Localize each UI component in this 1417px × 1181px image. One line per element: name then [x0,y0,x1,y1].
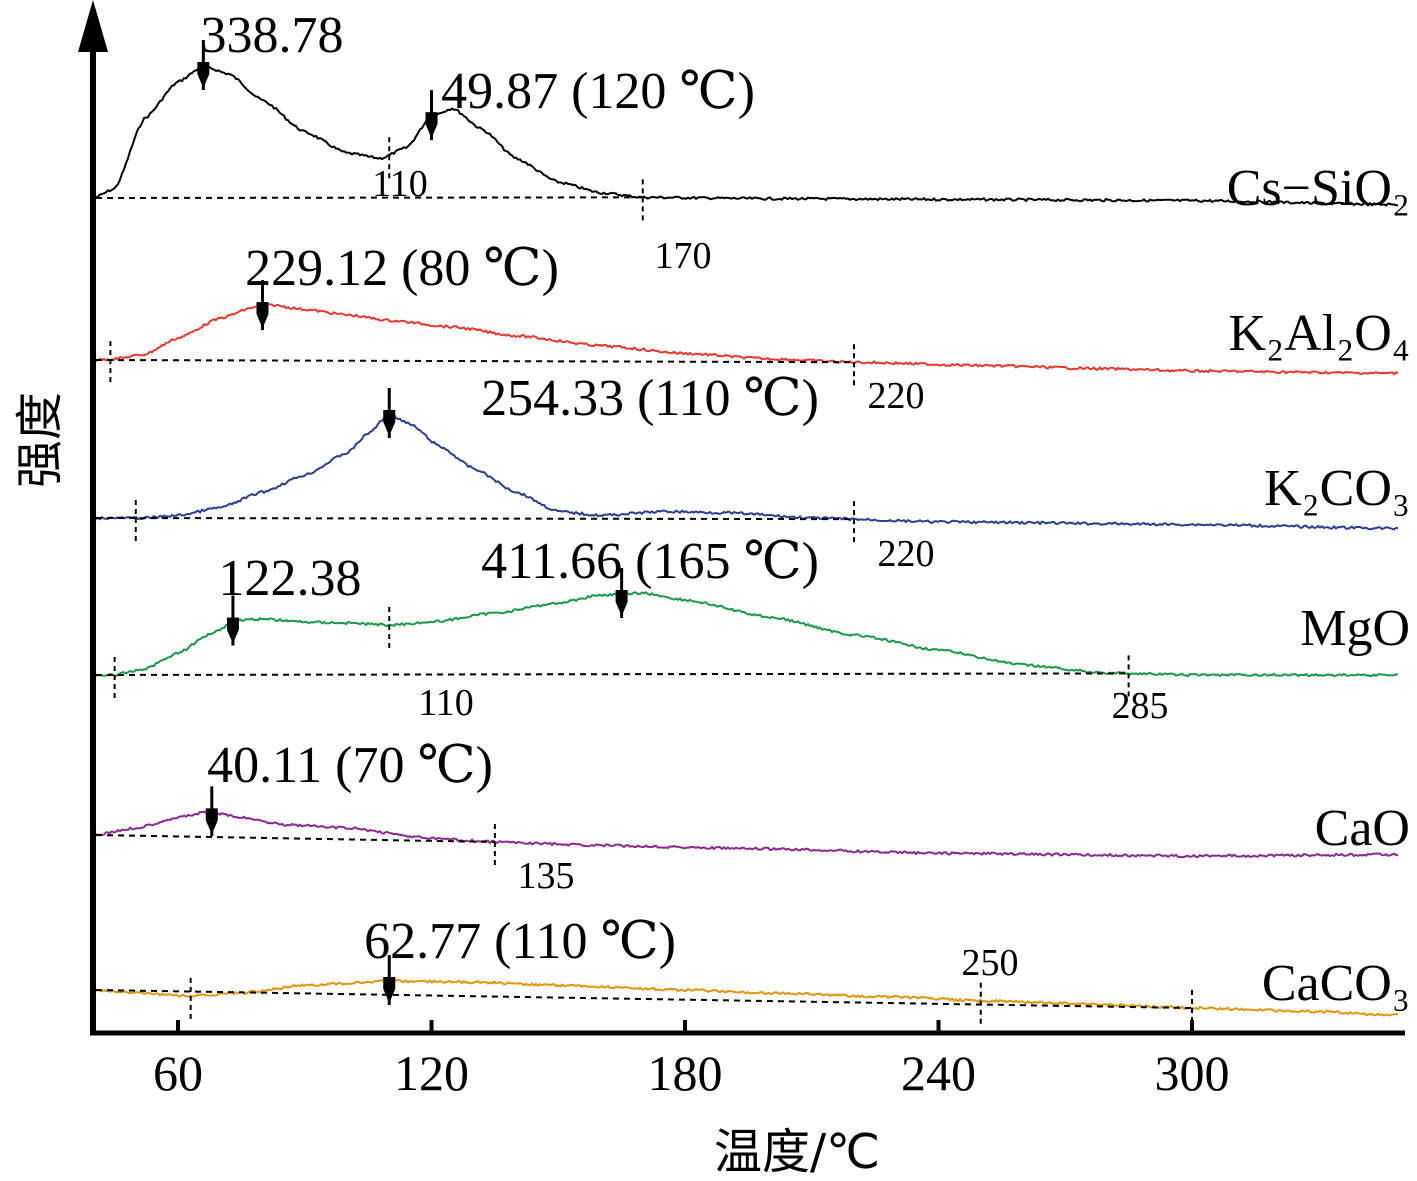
series-Cs-SiO2: 110 170 338.78 49.87 (120 ℃) Cs−SiO₂ [95,7,1410,277]
peak-label: 229.12 (80 ℃) [245,240,559,297]
peak-label: 49.87 (120 ℃) [441,63,755,120]
peak-arrowhead [383,422,396,436]
x-tick-label: 240 [901,1045,976,1101]
bound-label: 135 [518,855,575,897]
peak-arrowhead [256,314,269,329]
peak-label: 62.77 (110 ℃) [364,913,676,970]
peak-marker [205,808,218,821]
peak-label: 254.33 (110 ℃) [481,370,819,427]
peak-label: 411.66 (165 ℃) [481,533,819,590]
series-name-label: K₂CO₃ [1264,460,1410,517]
series-name-label: Cs−SiO₂ [1227,160,1410,217]
peak-marker [425,112,438,125]
x-tick-label: 120 [394,1045,469,1101]
baseline-dashed [95,196,643,199]
peak-arrowhead [226,629,239,644]
series-name-label: CaCO₃ [1262,955,1410,1012]
peak-arrowhead [205,820,218,835]
x-tick-label: 60 [153,1045,203,1101]
series-name-label: CaO [1315,800,1410,857]
bound-label: 250 [962,942,1019,984]
peak-arrowhead [615,602,628,616]
series-CaO: 135 40.11 (70 ℃) CaO [95,737,1410,897]
baseline-dashed [95,517,855,521]
series-line [95,413,1398,531]
series-layer: 110 170 338.78 49.87 (120 ℃) Cs−SiO₂ 220 229.1… [95,7,1411,1034]
series-line [95,303,1399,376]
series-CaCO3: 250 62.77 (110 ℃) CaCO₃ [95,913,1410,1034]
peak-marker [226,617,239,630]
bound-label: 110 [418,682,474,724]
peak-marker [383,977,396,989]
x-ticks: 60 120 180 240 300 [153,1020,1230,1101]
baseline-dashed [95,359,855,364]
y-axis-arrow [78,0,108,52]
series-K2CO3: 220 254.33 (110 ℃) K₂CO₃ [95,370,1410,575]
series-line [95,64,1399,207]
peak-label: 122.38 [219,550,362,607]
baseline-dashed [95,672,1129,676]
series-name-label: MgO [1300,600,1410,657]
peak-label: 40.11 (70 ℃) [207,737,493,794]
bound-label: 110 [372,163,428,205]
series-name-label: K₂Al₂O₄ [1229,305,1411,362]
series-line [95,591,1399,678]
x-tick-label: 300 [1155,1045,1230,1101]
peak-marker [615,590,628,602]
peak-arrowhead [197,74,210,88]
series-line [95,810,1399,859]
bound-label: 170 [655,235,712,277]
peak-marker [197,62,210,74]
series-MgO: 110 285 122.38 411.66 (165 ℃) MgO [95,533,1410,727]
baseline-dashed [95,989,1193,1009]
peak-arrowhead [425,124,438,139]
peak-marker [256,302,269,315]
x-axis-title: 温度/℃ [714,1124,880,1180]
x-tick-label: 180 [648,1045,723,1101]
y-axis-title: 强度 [12,392,68,488]
bound-label: 220 [878,533,935,575]
axes [78,0,1405,1036]
series-line [95,978,1399,1017]
peak-arrowhead [383,989,396,1003]
bound-label: 220 [868,375,925,417]
peak-label: 338.78 [201,7,344,64]
series-K2Al2O4: 220 229.12 (80 ℃) K₂Al₂O₄ [95,240,1411,417]
baseline-dashed [95,834,495,843]
bound-label: 285 [1112,685,1169,727]
peak-marker [383,410,396,422]
